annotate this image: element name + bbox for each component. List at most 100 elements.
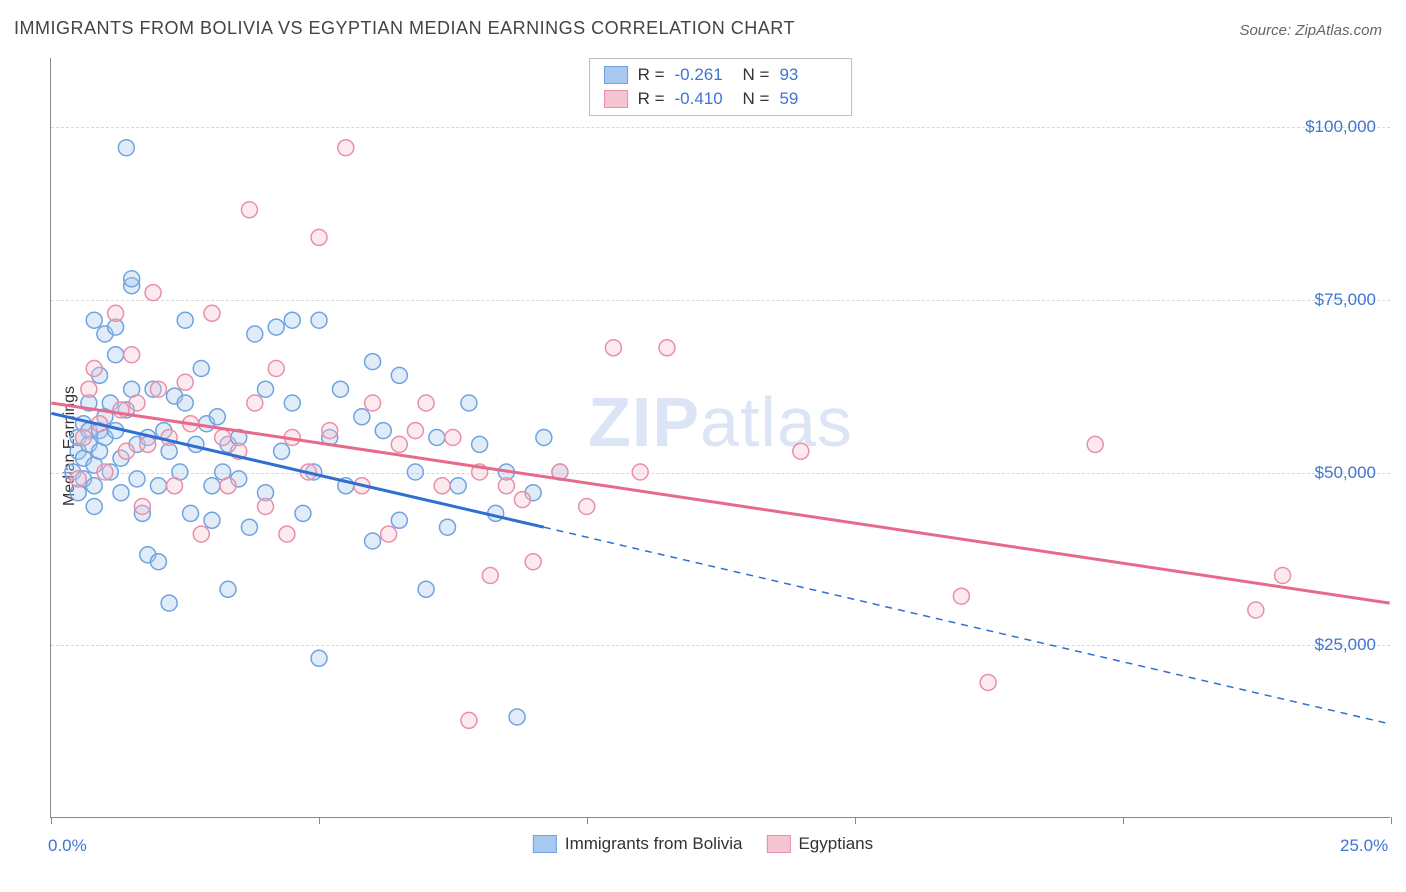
- scatter-point-bolivia: [86, 478, 102, 494]
- legend-series-label: Immigrants from Bolivia: [565, 834, 743, 854]
- scatter-point-bolivia: [365, 533, 381, 549]
- scatter-point-bolivia: [220, 581, 236, 597]
- r-label: R =: [638, 65, 665, 85]
- scatter-point-egyptians: [247, 395, 263, 411]
- scatter-svg: [51, 58, 1390, 817]
- scatter-point-egyptians: [177, 374, 193, 390]
- scatter-point-egyptians: [118, 443, 134, 459]
- scatter-point-egyptians: [97, 464, 113, 480]
- scatter-point-egyptians: [311, 229, 327, 245]
- r-value: -0.261: [675, 65, 733, 85]
- scatter-point-egyptians: [391, 436, 407, 452]
- scatter-point-egyptians: [953, 588, 969, 604]
- scatter-point-egyptians: [193, 526, 209, 542]
- scatter-point-bolivia: [161, 595, 177, 611]
- scatter-point-bolivia: [209, 409, 225, 425]
- scatter-point-bolivia: [193, 361, 209, 377]
- scatter-point-bolivia: [311, 312, 327, 328]
- scatter-point-bolivia: [391, 512, 407, 528]
- scatter-point-bolivia: [258, 381, 274, 397]
- scatter-point-bolivia: [407, 464, 423, 480]
- legend-series-item-egyptians: Egyptians: [766, 834, 873, 854]
- scatter-point-egyptians: [407, 423, 423, 439]
- trendline-extension-bolivia: [544, 527, 1390, 724]
- scatter-point-bolivia: [274, 443, 290, 459]
- scatter-point-bolivia: [536, 430, 552, 446]
- scatter-point-bolivia: [354, 409, 370, 425]
- scatter-point-bolivia: [177, 312, 193, 328]
- legend-correlation-row-bolivia: R = -0.261 N = 93: [590, 63, 852, 87]
- scatter-point-bolivia: [86, 312, 102, 328]
- scatter-point-bolivia: [150, 478, 166, 494]
- scatter-point-egyptians: [124, 347, 140, 363]
- n-label: N =: [743, 65, 770, 85]
- scatter-point-egyptians: [81, 381, 97, 397]
- scatter-point-bolivia: [284, 395, 300, 411]
- x-tick: [51, 817, 52, 824]
- scatter-point-bolivia: [86, 499, 102, 515]
- n-value: 93: [779, 65, 837, 85]
- scatter-point-egyptians: [220, 478, 236, 494]
- legend-swatch: [604, 90, 628, 108]
- source-attribution: Source: ZipAtlas.com: [1239, 22, 1382, 39]
- scatter-point-bolivia: [418, 581, 434, 597]
- legend-series: Immigrants from Bolivia Egyptians: [533, 834, 873, 854]
- legend-swatch: [604, 66, 628, 84]
- scatter-point-egyptians: [632, 464, 648, 480]
- scatter-point-egyptians: [76, 430, 92, 446]
- scatter-point-egyptians: [145, 285, 161, 301]
- scatter-point-egyptians: [381, 526, 397, 542]
- scatter-point-egyptians: [1248, 602, 1264, 618]
- scatter-point-egyptians: [268, 361, 284, 377]
- x-tick: [319, 817, 320, 824]
- r-label: R =: [638, 89, 665, 109]
- scatter-point-egyptians: [86, 361, 102, 377]
- n-label: N =: [743, 89, 770, 109]
- scatter-point-bolivia: [108, 347, 124, 363]
- scatter-point-egyptians: [215, 430, 231, 446]
- scatter-point-bolivia: [365, 354, 381, 370]
- scatter-point-bolivia: [204, 512, 220, 528]
- scatter-point-bolivia: [509, 709, 525, 725]
- scatter-point-egyptians: [134, 499, 150, 515]
- scatter-point-egyptians: [659, 340, 675, 356]
- scatter-point-egyptians: [980, 674, 996, 690]
- legend-swatch: [533, 835, 557, 853]
- legend-correlation: R = -0.261 N = 93R =-0.410N =59: [589, 58, 853, 116]
- scatter-point-bolivia: [461, 395, 477, 411]
- scatter-point-egyptians: [279, 526, 295, 542]
- scatter-point-egyptians: [338, 140, 354, 156]
- scatter-point-egyptians: [461, 712, 477, 728]
- scatter-point-egyptians: [1087, 436, 1103, 452]
- scatter-point-egyptians: [140, 436, 156, 452]
- scatter-point-bolivia: [391, 367, 407, 383]
- scatter-point-egyptians: [793, 443, 809, 459]
- scatter-point-egyptians: [525, 554, 541, 570]
- scatter-point-bolivia: [129, 471, 145, 487]
- x-axis-min-label: 0.0%: [48, 836, 87, 856]
- scatter-point-bolivia: [247, 326, 263, 342]
- scatter-point-egyptians: [1275, 568, 1291, 584]
- scatter-point-egyptians: [365, 395, 381, 411]
- scatter-point-egyptians: [445, 430, 461, 446]
- x-tick: [1123, 817, 1124, 824]
- scatter-point-bolivia: [124, 271, 140, 287]
- scatter-point-egyptians: [322, 423, 338, 439]
- legend-series-item-bolivia: Immigrants from Bolivia: [533, 834, 743, 854]
- x-tick: [855, 817, 856, 824]
- plot-area: ZIPatlas $25,000$50,000$75,000$100,000 R…: [50, 58, 1390, 818]
- scatter-point-egyptians: [70, 471, 86, 487]
- scatter-point-egyptians: [434, 478, 450, 494]
- scatter-point-egyptians: [498, 478, 514, 494]
- scatter-point-bolivia: [295, 505, 311, 521]
- scatter-point-bolivia: [284, 312, 300, 328]
- scatter-point-bolivia: [375, 423, 391, 439]
- legend-correlation-row-egyptians: R =-0.410N =59: [590, 87, 852, 111]
- chart-title: IMMIGRANTS FROM BOLIVIA VS EGYPTIAN MEDI…: [14, 18, 795, 39]
- scatter-point-bolivia: [241, 519, 257, 535]
- scatter-point-egyptians: [150, 381, 166, 397]
- scatter-point-egyptians: [204, 305, 220, 321]
- scatter-point-egyptians: [482, 568, 498, 584]
- x-axis-max-label: 25.0%: [1340, 836, 1388, 856]
- scatter-point-egyptians: [605, 340, 621, 356]
